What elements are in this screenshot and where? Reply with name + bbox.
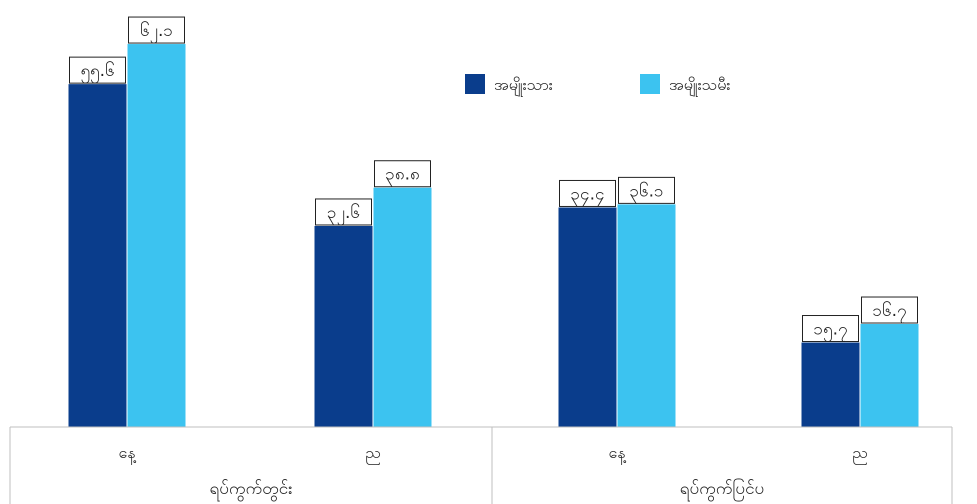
data-label-box — [315, 198, 372, 226]
legend-swatch — [465, 74, 485, 94]
legend: အမျိုးသား အမျိုးသမီး — [465, 74, 730, 97]
data-label-female-2: ၃၆.၁ — [618, 176, 675, 204]
legend-label: အမျိုးသမီး — [669, 75, 730, 97]
data-label-box — [69, 56, 126, 84]
data-label-text: ၃၆.၁ — [629, 180, 663, 204]
data-label-male-0: ၅၅.၆ — [69, 56, 126, 84]
value-labels: ၅၅.၆ ၆၂.၁၃၂.၆ ၃၈.၈၃၄.၄ ၃၆.၁၁၅.၇ ၁၆.၇ — [69, 16, 918, 343]
data-label-text: ၃၈.၈ — [385, 165, 419, 188]
data-label-box — [618, 176, 675, 204]
bar-male-0 — [68, 84, 127, 427]
data-label-box — [861, 296, 918, 324]
data-label-female-1: ၃၈.၈ — [374, 160, 431, 188]
data-label-male-1: ၃၂.၆ — [315, 198, 372, 226]
bars — [68, 44, 919, 428]
bar-female-0 — [127, 44, 186, 428]
bar-male-2 — [558, 207, 617, 427]
bar-female-3 — [860, 324, 919, 427]
data-label-text: ၃၄.၄ — [570, 184, 604, 207]
data-label-text: ၁၆.၇ — [872, 300, 906, 324]
bar-female-1 — [373, 187, 432, 427]
data-label-box — [802, 315, 859, 343]
data-label-text: ၆၂.၁ — [140, 20, 173, 44]
bar-female-2 — [617, 204, 676, 427]
data-label-text: ၁၅.၇ — [813, 320, 847, 343]
data-label-box — [128, 16, 185, 44]
x-group-label-1: ရပ်ကွက်ပြင်ပ — [680, 477, 764, 502]
x-tick-label-0: နေ့ — [119, 443, 137, 465]
data-label-male-3: ၁၅.၇ — [802, 315, 859, 343]
x-group-label-0: ရပ်ကွက်တွင်း — [209, 479, 292, 502]
x-tick-label-2: နေ့ — [609, 443, 627, 465]
x-tick-label-3: ည — [852, 443, 867, 465]
data-label-female-3: ၁၆.၇ — [861, 296, 918, 324]
data-label-male-2: ၃၄.၄ — [559, 179, 616, 207]
data-label-text: ၅၅.၆ — [80, 60, 114, 84]
data-label-box — [374, 160, 431, 188]
bar-male-3 — [801, 342, 860, 427]
legend-item-female: အမျိုးသမီး — [640, 74, 730, 97]
bar-male-1 — [314, 225, 373, 427]
data-label-box — [559, 179, 616, 207]
x-tick-label-1: ည — [365, 443, 380, 465]
legend-swatch — [640, 74, 660, 94]
data-label-text: ၃၂.၆ — [327, 202, 360, 226]
legend-item-male: အမျိုးသား — [465, 74, 553, 97]
data-label-female-0: ၆၂.၁ — [128, 16, 185, 44]
x-axis: နေ့ ည နေ့ ညရပ်ကွက်တွင်း ရပ်ကွက်ပြင်ပ — [9, 426, 953, 504]
legend-label: အမျိုးသား — [494, 75, 553, 97]
